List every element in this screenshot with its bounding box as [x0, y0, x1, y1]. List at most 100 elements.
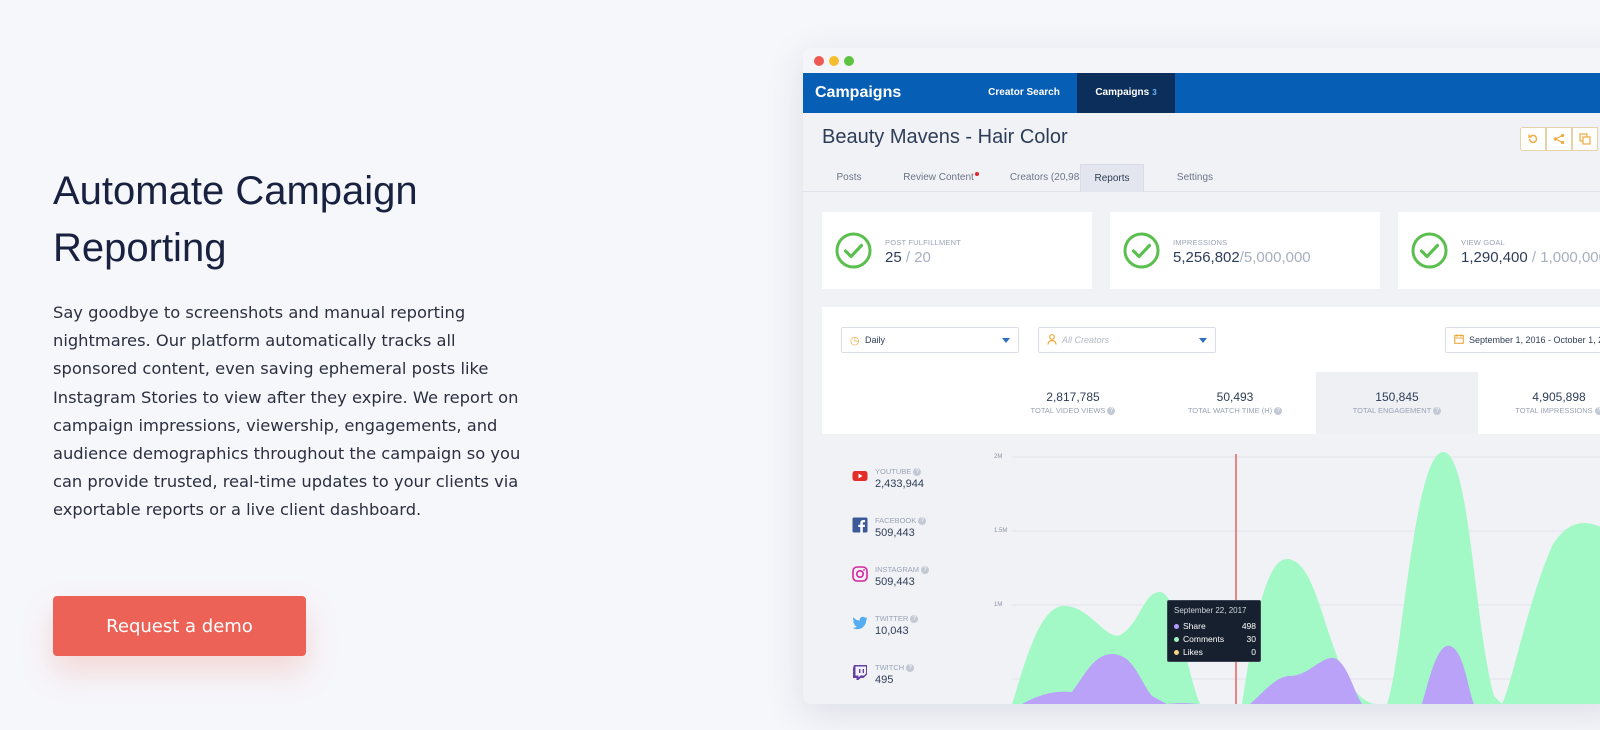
window-maximize-dot[interactable] — [844, 56, 854, 66]
kpi-label: VIEW GOAL — [1461, 238, 1505, 247]
tab-label: Review Content — [903, 172, 974, 183]
tooltip-row-likes: Likes 0 — [1174, 647, 1256, 657]
platform-row-instagram[interactable]: INSTAGRAM? 509,443 — [852, 562, 992, 602]
kpi-label: POST FULFILLMENT — [885, 238, 961, 247]
y-axis-tick: 1.5M — [994, 528, 1008, 534]
campaign-title: Beauty Mavens - Hair Color — [822, 126, 1068, 148]
tab-label: Reports — [1094, 173, 1130, 184]
help-icon: ? — [1433, 407, 1442, 416]
help-icon: ? — [1594, 407, 1600, 416]
report-panel: ◷ Daily All Creators September 1, 2016 -… — [822, 307, 1600, 704]
legend-swatch — [1174, 637, 1179, 643]
kpi-value: 1,290,400 / 1,000,000 — [1461, 249, 1600, 266]
clock-icon: ◷ — [850, 335, 860, 347]
legend-swatch — [1174, 624, 1179, 630]
duplicate-button[interactable] — [1572, 127, 1598, 151]
help-icon: ? — [1107, 407, 1116, 416]
stat-total-impressions[interactable]: 4,905,898 TOTAL IMPRESSIONS? — [1478, 372, 1600, 434]
window-close-dot[interactable] — [814, 56, 824, 66]
stat-label: TOTAL IMPRESSIONS? — [1478, 406, 1600, 416]
chevron-down-icon — [1199, 338, 1207, 343]
tab-label: Posts — [836, 172, 862, 183]
share-icon — [1553, 133, 1565, 145]
tab-posts[interactable]: Posts — [821, 164, 877, 192]
window-titlebar — [803, 48, 1600, 74]
tooltip-date: September 22, 2017 — [1174, 606, 1247, 615]
tab-label: Creators (20,983) — [1009, 172, 1089, 183]
nav-tab-creator-search[interactable]: Creator Search — [971, 73, 1077, 113]
platform-name: INSTAGRAM? — [875, 565, 930, 575]
tab-creators[interactable]: Creators (20,983) — [993, 164, 1105, 192]
tab-label: Settings — [1176, 172, 1214, 183]
request-demo-button[interactable]: Request a demo — [53, 596, 306, 656]
check-circle-icon — [1123, 232, 1160, 269]
tab-settings[interactable]: Settings — [1155, 164, 1235, 192]
stat-value: 2,817,785 — [1046, 390, 1100, 404]
kpi-card-view-goal: VIEW GOAL 1,290,400 / 1,000,000 — [1398, 212, 1600, 289]
stat-total-engagement[interactable]: 150,845 TOTAL ENGAGEMENT? — [1316, 372, 1478, 434]
help-icon: ? — [906, 664, 915, 673]
hero-description: Say goodbye to screenshots and manual re… — [53, 303, 521, 520]
platform-name: TWITCH? — [875, 663, 915, 673]
share-button[interactable] — [1546, 127, 1572, 151]
youtube-icon — [852, 471, 868, 481]
chevron-down-icon — [1002, 338, 1010, 343]
kpi-value: 25 / 20 — [885, 249, 931, 266]
refresh-icon — [1528, 134, 1538, 144]
platform-value: 495 — [875, 674, 894, 686]
kpi-value: 5,256,802/5,000,000 — [1173, 249, 1311, 266]
stat-total-watch-time[interactable]: 50,493 TOTAL WATCH TIME (H)? — [1154, 372, 1316, 434]
platform-row-twitch[interactable]: TWITCH? 495 — [852, 660, 992, 700]
engagement-chart-area: YOUTUBE? 2,433,944 FACEBOOK? 509,443 INS… — [822, 434, 1600, 704]
creators-select[interactable]: All Creators — [1038, 327, 1216, 353]
stat-total-video-views[interactable]: 2,817,785 TOTAL VIDEO VIEWS? — [992, 372, 1154, 434]
kpi-card-impressions: IMPRESSIONS 5,256,802/5,000,000 — [1110, 212, 1380, 289]
chart-tooltip: September 22, 2017 Share 498 Comments 30… — [1167, 600, 1261, 662]
twitter-icon — [852, 616, 868, 630]
kpi-label: IMPRESSIONS — [1173, 238, 1228, 247]
stat-value: 50,493 — [1216, 390, 1254, 404]
stat-label: TOTAL VIDEO VIEWS? — [992, 406, 1154, 416]
tooltip-row-share: Share 498 — [1174, 621, 1256, 631]
platform-value: 10,043 — [875, 625, 909, 637]
platform-name: TWITTER? — [875, 614, 919, 624]
platform-row-twitter[interactable]: TWITTER? 10,043 — [852, 611, 992, 651]
engagement-area-chart — [1012, 451, 1600, 704]
help-icon: ? — [910, 615, 919, 624]
tab-review-content[interactable]: Review Content — [889, 164, 993, 192]
hero-title: Automate Campaign Reporting — [53, 169, 418, 270]
user-icon — [1047, 334, 1057, 348]
platform-name: FACEBOOK? — [875, 516, 927, 526]
copy-icon — [1579, 133, 1591, 145]
legend-swatch — [1174, 650, 1179, 656]
nav-tab-label: Campaigns — [1095, 87, 1150, 98]
tab-reports[interactable]: Reports — [1080, 164, 1144, 192]
date-range-select[interactable]: September 1, 2016 - October 1, 2016 — [1445, 327, 1600, 353]
help-icon: ? — [921, 566, 930, 575]
campaign-subtabs: Posts Review Content Creators (20,983) R… — [803, 164, 1600, 192]
nav-tab-campaigns[interactable]: Campaigns 3 — [1077, 73, 1175, 113]
stat-label: TOTAL ENGAGEMENT? — [1316, 406, 1478, 416]
facebook-icon — [852, 517, 868, 533]
date-range-value: September 1, 2016 - October 1, 2016 — [1469, 335, 1600, 345]
app-brand[interactable]: Campaigns — [815, 84, 902, 101]
platform-name: YOUTUBE? — [875, 467, 922, 477]
interval-value: Daily — [865, 335, 886, 345]
check-circle-icon — [1411, 232, 1448, 269]
platform-row-youtube[interactable]: YOUTUBE? 2,433,944 — [852, 464, 992, 504]
refresh-button[interactable] — [1520, 127, 1546, 151]
window-minimize-dot[interactable] — [829, 56, 839, 66]
interval-select[interactable]: ◷ Daily — [841, 327, 1019, 353]
share-area — [1022, 645, 1474, 704]
notification-dot — [974, 172, 979, 176]
top-navbar: Campaigns Creator Search Campaigns 3 — [803, 73, 1600, 113]
y-axis-tick: 1M — [994, 602, 1003, 608]
platform-row-facebook[interactable]: FACEBOOK? 509,443 — [852, 513, 992, 553]
engagement-area — [1012, 451, 1600, 704]
nav-tab-label: Creator Search — [988, 87, 1060, 98]
help-icon: ? — [1274, 407, 1283, 416]
twitch-icon — [853, 665, 867, 680]
platform-value: 509,443 — [875, 527, 915, 539]
kpi-card-post-fulfillment: POST FULFILLMENT 25 / 20 — [822, 212, 1092, 289]
platform-value: 509,443 — [875, 576, 915, 588]
